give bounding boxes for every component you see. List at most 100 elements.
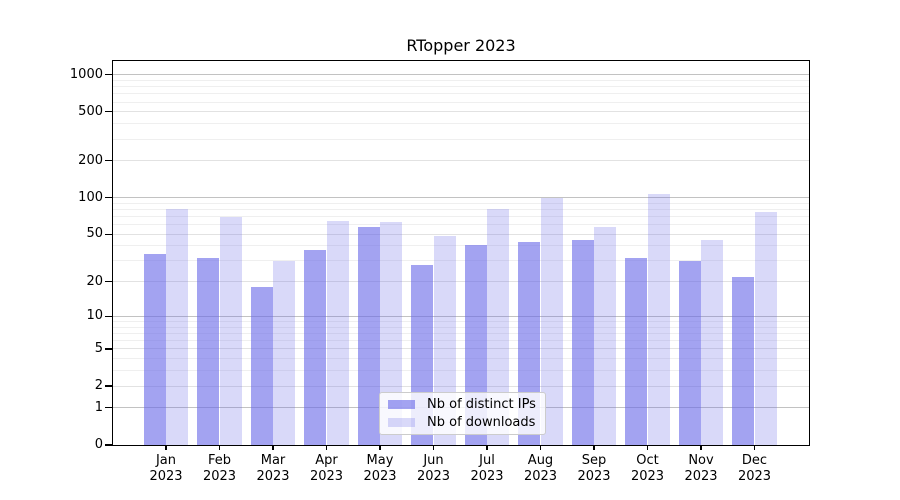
gridline-900 bbox=[113, 79, 809, 81]
x-tick-may bbox=[379, 445, 381, 450]
gridline-80 bbox=[113, 208, 809, 210]
x-tick-label-jul: Jul 2023 bbox=[470, 453, 504, 484]
y-tick-label-100: 100 bbox=[78, 189, 103, 205]
bar-downloads-jan bbox=[166, 209, 189, 445]
x-tick-apr bbox=[325, 445, 328, 450]
x-tick-jul bbox=[486, 445, 488, 450]
x-tick-label-may: May 2023 bbox=[363, 453, 397, 484]
gridline-4 bbox=[113, 358, 809, 360]
bar-distinct-ips-apr bbox=[304, 250, 327, 445]
x-tick-dec bbox=[753, 445, 756, 450]
y-tick-20 bbox=[105, 281, 113, 283]
legend-label-downloads: Nb of downloads bbox=[427, 414, 536, 430]
bar-downloads-mar bbox=[273, 260, 296, 445]
gridline-8 bbox=[113, 326, 809, 328]
legend-swatch-downloads bbox=[388, 418, 415, 427]
x-tick-label-dec: Dec 2023 bbox=[737, 453, 772, 484]
bar-distinct-ips-dec bbox=[732, 276, 755, 445]
x-tick-jan bbox=[165, 445, 167, 450]
bar-distinct-ips-feb bbox=[197, 257, 220, 445]
bar-distinct-ips-mar bbox=[250, 287, 273, 445]
y-tick-500 bbox=[105, 111, 113, 113]
gridline-50 bbox=[113, 233, 809, 235]
y-tick-label-2: 2 bbox=[94, 378, 103, 394]
legend-label-distinct-ips: Nb of distinct IPs bbox=[427, 396, 536, 412]
x-tick-nov bbox=[700, 445, 702, 450]
gridline-70 bbox=[113, 216, 809, 218]
bar-downloads-nov bbox=[701, 239, 724, 445]
gridline-6 bbox=[113, 340, 809, 342]
gridline-10 bbox=[113, 315, 809, 317]
legend-swatch-distinct-ips bbox=[388, 400, 415, 409]
gridline-5 bbox=[113, 348, 809, 350]
gridline-1000 bbox=[113, 74, 809, 76]
bar-downloads-jul bbox=[487, 208, 510, 445]
bar-distinct-ips-jan bbox=[143, 254, 166, 445]
gridline-20 bbox=[113, 281, 809, 283]
x-tick-label-feb: Feb 2023 bbox=[202, 453, 237, 484]
bar-downloads-apr bbox=[326, 221, 349, 445]
y-tick-label-1000: 1000 bbox=[69, 66, 103, 82]
gridline-2 bbox=[113, 385, 809, 387]
x-tick-mar bbox=[272, 445, 274, 450]
x-tick-label-mar: Mar 2023 bbox=[256, 453, 290, 484]
gridline-9 bbox=[113, 321, 809, 323]
gridline-300 bbox=[113, 138, 809, 140]
x-tick-label-jun: Jun 2023 bbox=[416, 453, 451, 484]
bar-downloads-sep bbox=[594, 227, 617, 445]
gridline-100 bbox=[113, 197, 809, 199]
legend: Nb of distinct IPs Nb of downloads bbox=[379, 392, 546, 435]
y-tick-label-1: 1 bbox=[94, 399, 103, 415]
y-tick-1000 bbox=[105, 74, 113, 76]
gridline-7 bbox=[113, 333, 809, 335]
gridline-40 bbox=[113, 245, 809, 247]
legend-item-downloads: Nb of downloads bbox=[388, 414, 537, 430]
bar-downloads-dec bbox=[754, 211, 777, 445]
x-tick-jun bbox=[432, 445, 435, 450]
gridline-3 bbox=[113, 370, 809, 372]
gridline-30 bbox=[113, 260, 809, 262]
legend-item-distinct-ips: Nb of distinct IPs bbox=[388, 396, 537, 412]
bar-downloads-oct bbox=[647, 194, 670, 445]
bar-distinct-ips-oct bbox=[625, 257, 648, 445]
gridline-200 bbox=[113, 160, 809, 162]
bar-distinct-ips-may bbox=[357, 227, 380, 445]
chart-title: RTopper 2023 bbox=[406, 36, 516, 55]
x-tick-label-sep: Sep 2023 bbox=[577, 453, 611, 484]
gridline-90 bbox=[113, 202, 809, 204]
y-tick-2 bbox=[105, 385, 113, 387]
x-tick-label-jan: Jan 2023 bbox=[149, 453, 183, 484]
x-tick-aug bbox=[539, 445, 542, 450]
y-tick-label-20: 20 bbox=[86, 273, 103, 289]
x-tick-label-apr: Apr 2023 bbox=[309, 453, 344, 484]
y-tick-100 bbox=[105, 197, 113, 199]
y-tick-label-50: 50 bbox=[86, 226, 103, 242]
y-tick-200 bbox=[105, 160, 113, 162]
bar-downloads-aug bbox=[540, 197, 563, 445]
gridline-400 bbox=[113, 123, 809, 125]
y-tick-label-200: 200 bbox=[78, 152, 103, 168]
y-tick-label-500: 500 bbox=[78, 103, 103, 119]
y-tick-label-5: 5 bbox=[94, 340, 103, 356]
x-tick-label-nov: Nov 2023 bbox=[684, 453, 718, 484]
y-tick-label-0: 0 bbox=[94, 437, 103, 452]
x-tick-feb bbox=[218, 445, 221, 450]
gridline-500 bbox=[113, 111, 809, 113]
x-tick-sep bbox=[593, 445, 595, 450]
gridline-600 bbox=[113, 101, 809, 103]
y-tick-label-10: 10 bbox=[86, 308, 103, 324]
bar-downloads-feb bbox=[219, 217, 242, 445]
bar-downloads-may bbox=[380, 222, 403, 445]
y-tick-10 bbox=[105, 315, 113, 318]
y-tick-50 bbox=[105, 233, 113, 235]
x-tick-oct bbox=[646, 445, 649, 450]
y-tick-1 bbox=[105, 407, 113, 409]
x-tick-label-aug: Aug 2023 bbox=[523, 453, 558, 484]
x-tick-label-oct: Oct 2023 bbox=[630, 453, 665, 484]
gridline-700 bbox=[113, 93, 809, 95]
bar-distinct-ips-nov bbox=[678, 260, 701, 445]
gridline-60 bbox=[113, 224, 809, 226]
y-tick-5 bbox=[105, 348, 113, 350]
plot-area: Nb of distinct IPs Nb of downloads 0 1 2 5 1… bbox=[70, 60, 810, 484]
